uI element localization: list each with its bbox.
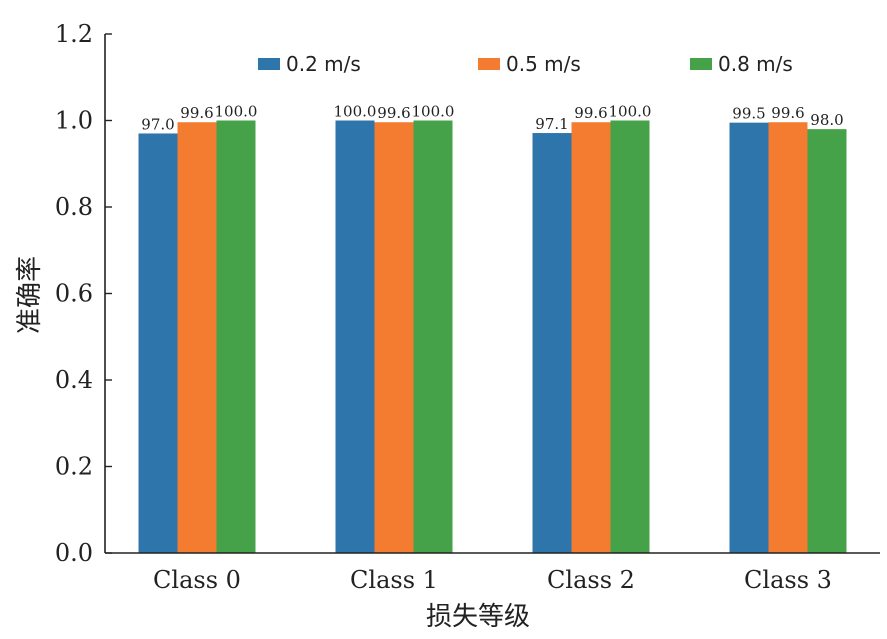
data-labels-group: 97.099.6 100.0 100.0 99.6 100.097.199.6 100.0…	[141, 103, 843, 134]
legend-label: 0.2 m/s	[286, 52, 361, 76]
data-label: 97.0	[141, 115, 174, 133]
data-label: 100.0	[334, 103, 377, 121]
bar	[610, 120, 650, 553]
legend-label: 0.8 m/s	[718, 52, 793, 76]
legend: 0.2 m/s 0.5 m/s 0.8 m/s	[258, 52, 793, 76]
bar	[532, 133, 572, 554]
y-tick-label: 1.2	[55, 20, 93, 48]
x-tick-label: Class 3	[744, 566, 832, 594]
y-tick-label: 0.4	[55, 366, 93, 394]
legend-swatch	[258, 58, 280, 70]
data-label: 100.0	[609, 103, 652, 121]
bar	[177, 122, 217, 553]
bars-group	[138, 120, 847, 554]
data-label: 99.6	[377, 104, 410, 122]
bar	[138, 133, 178, 553]
y-tick-label: 1.0	[55, 107, 93, 135]
x-tick-label: Class 1	[350, 566, 438, 594]
y-axis-title: 准确率	[15, 256, 45, 334]
y-tick-label: 0.6	[55, 280, 93, 308]
data-label: 98.0	[810, 111, 843, 129]
y-tick-label: 0.0	[55, 539, 93, 567]
data-label: 97.1	[535, 115, 568, 133]
x-axis: Class 0 Class 1 Class 2 Class 3	[105, 552, 880, 594]
bar	[768, 122, 808, 553]
y-axis: 0.0 0.2 0.4 0.6 0.8 1.0 1.2	[55, 20, 112, 567]
y-tick-label: 0.8	[55, 193, 93, 221]
bar	[807, 129, 847, 553]
data-label: 100.0	[215, 103, 258, 121]
x-axis-title: 损失等级	[426, 602, 530, 632]
data-label: 99.5	[732, 105, 765, 123]
data-label: 99.6	[574, 104, 607, 122]
legend-swatch	[478, 58, 500, 70]
bar	[413, 120, 453, 553]
data-label: 99.6	[771, 104, 804, 122]
data-label: 100.0	[412, 103, 455, 121]
bar	[335, 120, 375, 553]
legend-label: 0.5 m/s	[506, 52, 581, 76]
x-tick-label: Class 0	[153, 566, 241, 594]
bar	[729, 122, 769, 553]
data-label: 99.6	[180, 104, 213, 122]
y-tick-label: 0.2	[55, 453, 93, 481]
x-tick-label: Class 2	[547, 566, 635, 594]
bar	[374, 122, 414, 553]
bar	[216, 120, 256, 553]
legend-swatch	[690, 58, 712, 70]
bar	[571, 122, 611, 553]
